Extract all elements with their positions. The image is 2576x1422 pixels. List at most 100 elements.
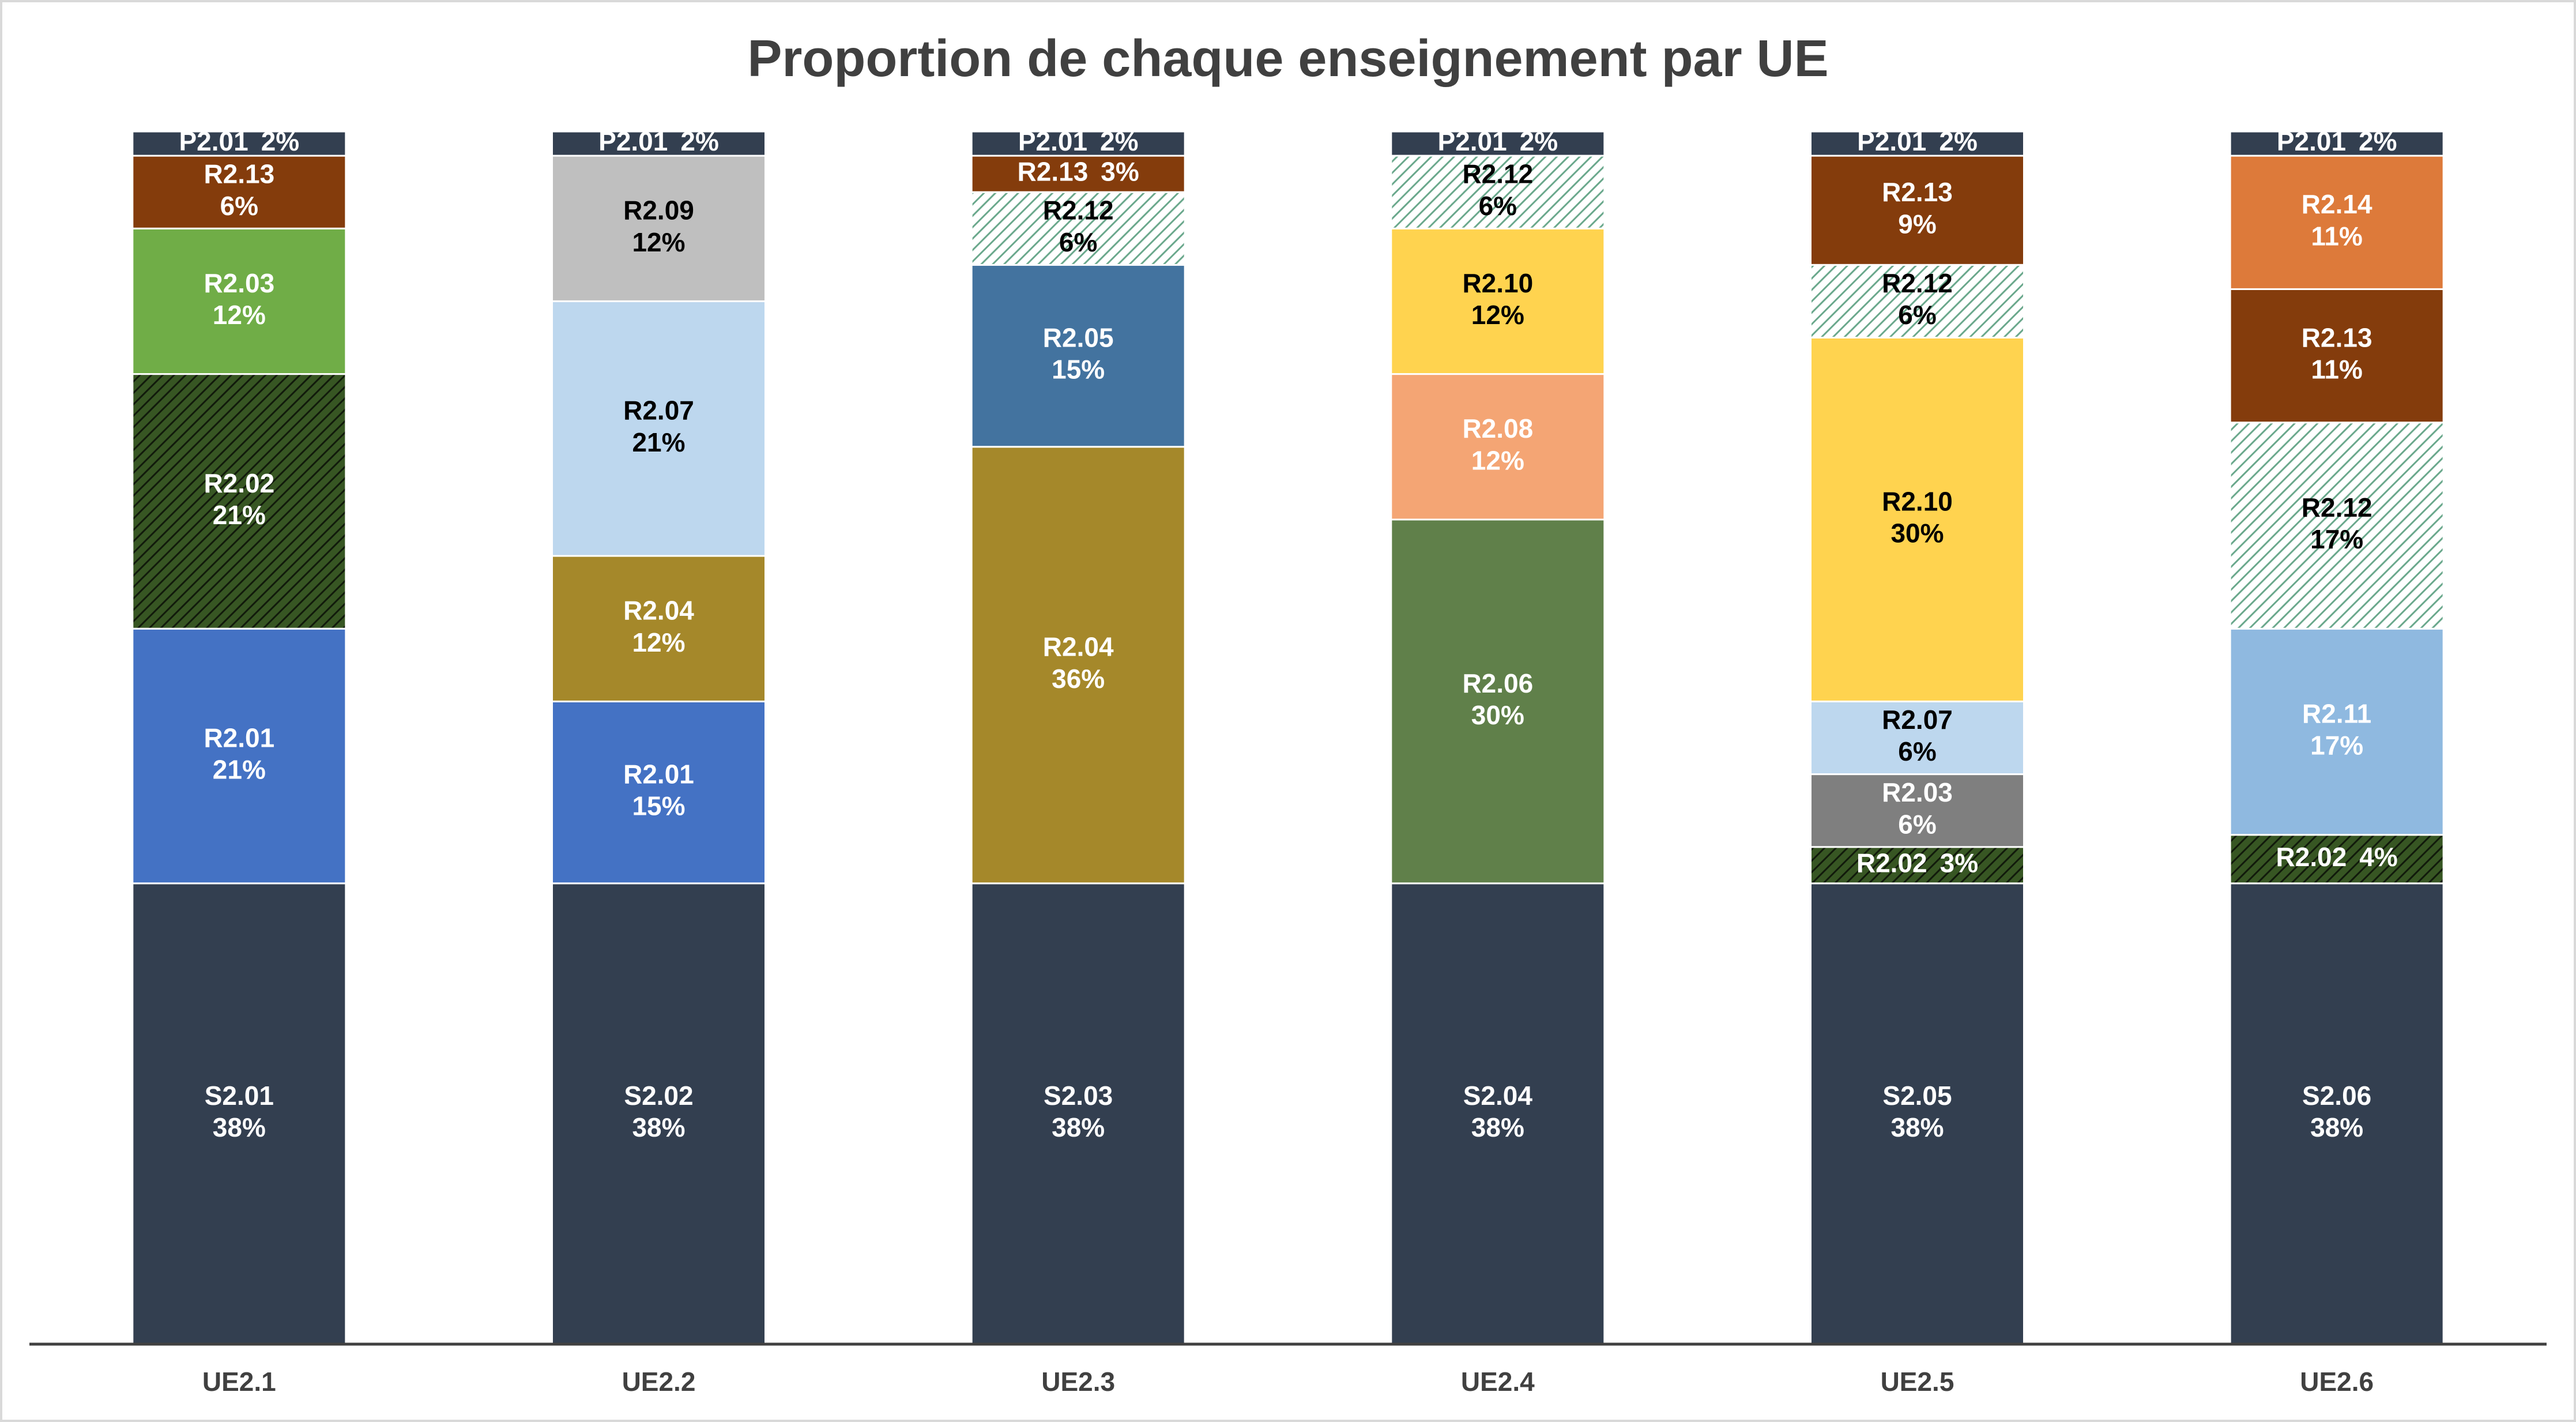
- segment-label: P2.01 2%: [598, 126, 719, 156]
- segment-value-label: 38%: [1471, 1112, 1524, 1142]
- bar-segment: [1810, 882, 2025, 1345]
- segment-name: R2.02: [204, 468, 274, 498]
- segment-name: P2.01: [2277, 126, 2346, 156]
- segment-name: P2.01: [1437, 126, 1507, 156]
- segment-value-label: 2%: [680, 126, 718, 156]
- segment-value-label: 6%: [220, 191, 258, 221]
- segment-value-label: 15%: [1052, 355, 1105, 385]
- x-tick-label: UE2.3: [1041, 1367, 1115, 1397]
- segment-label: R2.02 21%: [204, 468, 274, 530]
- bar-segment: [1810, 130, 2025, 157]
- bar-segment: [1810, 155, 2025, 266]
- segment-name: R2.10: [1882, 487, 1953, 517]
- segment-label: R2.05 15%: [1043, 323, 1114, 385]
- segment-value-label: 2%: [1520, 126, 1558, 156]
- segment-label: R2.12 17%: [2302, 492, 2372, 554]
- segment-name: R2.03: [204, 268, 274, 298]
- x-tick-label: UE2.5: [1881, 1367, 1954, 1397]
- bar-segment: [970, 191, 1186, 266]
- segment-label: R2.04 12%: [623, 596, 694, 657]
- segment-name: S2.01: [205, 1081, 274, 1111]
- segment-name: R2.05: [1043, 323, 1114, 353]
- segment-value-label: 2%: [2359, 126, 2397, 156]
- segment-value-label: 17%: [2310, 731, 2363, 761]
- segment-name: P2.01: [179, 126, 248, 156]
- bar-segment: [970, 130, 1186, 157]
- segment-name: R2.02: [1856, 848, 1927, 878]
- bar-segment: [131, 227, 347, 375]
- segment-value-label: 15%: [632, 791, 685, 821]
- segment-name: R2.02: [2276, 842, 2347, 872]
- segment-value-label: 6%: [1479, 191, 1517, 221]
- segment-value-label: 6%: [1898, 809, 1936, 839]
- segment-label: R2.07 6%: [1882, 705, 1953, 766]
- bar-segment: [970, 446, 1186, 885]
- segment-label: R2.12 6%: [1043, 195, 1114, 257]
- bar-segment: [131, 130, 347, 157]
- segment-value-label: 38%: [2310, 1112, 2363, 1142]
- segment-value-label: 11%: [2311, 355, 2363, 385]
- segment-value-label: 38%: [213, 1112, 266, 1142]
- segment-value-label: 38%: [1890, 1112, 1944, 1142]
- segment-label: P2.01 2%: [2277, 126, 2397, 156]
- segment-label: R2.01 15%: [623, 759, 694, 821]
- segment-value-label: 12%: [632, 627, 685, 657]
- segment-label: R2.03 12%: [204, 268, 274, 330]
- segment-name: S2.04: [1463, 1081, 1533, 1111]
- segment-name: R2.13: [1882, 177, 1953, 207]
- bar-segment: [2229, 834, 2445, 885]
- segment-value-label: 3%: [1101, 157, 1139, 187]
- segment-label: R2.13 11%: [2302, 323, 2372, 385]
- segment-value-label: 12%: [632, 227, 685, 257]
- bar-segment: [551, 155, 766, 302]
- segment-label: S2.06 38%: [2302, 1081, 2371, 1142]
- segment-label: R2.12 6%: [1882, 268, 1953, 330]
- segment-name: P2.01: [1857, 126, 1926, 156]
- segment-label: R2.06 30%: [1462, 668, 1533, 730]
- segment-label: P2.01 2%: [1857, 126, 1978, 156]
- segment-value-label: 3%: [1940, 848, 1978, 878]
- segment-label: R2.13 3%: [1018, 157, 1139, 187]
- segment-name: R2.07: [1882, 705, 1953, 735]
- bar-segment: [2229, 882, 2445, 1345]
- segment-value-label: 21%: [213, 500, 266, 530]
- segment-label: R2.08 12%: [1462, 413, 1533, 475]
- segment-value-label: 17%: [2310, 524, 2363, 554]
- bar-segment: [970, 882, 1186, 1345]
- bar-segment: [970, 155, 1186, 193]
- segment-name: P2.01: [598, 126, 668, 156]
- segment-name: R2.09: [623, 195, 694, 225]
- segment-name: R2.01: [623, 759, 694, 789]
- segment-name: R2.13: [1018, 157, 1089, 187]
- segment-name: S2.03: [1044, 1081, 1113, 1111]
- segment-value-label: 2%: [261, 126, 299, 156]
- segment-label: R2.13 6%: [204, 159, 274, 221]
- segment-value-label: 6%: [1898, 300, 1936, 330]
- segment-value-label: 30%: [1471, 700, 1524, 730]
- bar-segment: [2229, 130, 2445, 157]
- bar-segment: [551, 130, 766, 157]
- segment-label: R2.04 36%: [1043, 632, 1114, 694]
- segment-label: S2.04 38%: [1463, 1081, 1533, 1142]
- segment-value-label: 4%: [2359, 842, 2397, 872]
- segment-value-label: 6%: [1898, 736, 1936, 766]
- bar-segment: [1390, 155, 1606, 230]
- segment-name: R2.13: [2302, 323, 2372, 353]
- segment-name: R2.03: [1882, 777, 1953, 807]
- segment-value-label: 11%: [2311, 221, 2363, 251]
- segment-label: R2.10 12%: [1462, 268, 1533, 330]
- bar-segment: [1390, 882, 1606, 1345]
- segment-name: R2.10: [1462, 268, 1533, 298]
- segment-label: R2.02 3%: [1856, 848, 1978, 878]
- segment-label: P2.01 2%: [1437, 126, 1558, 156]
- segment-label: S2.01 38%: [205, 1081, 274, 1142]
- segment-label: R2.14 11%: [2302, 189, 2372, 251]
- bar-segment: [1810, 846, 2025, 885]
- bar-segment: [551, 300, 766, 557]
- segment-value-label: 6%: [1059, 227, 1097, 257]
- segment-value-label: 36%: [1052, 664, 1105, 694]
- bar-segment: [1390, 130, 1606, 157]
- segment-label: S2.02 38%: [624, 1081, 693, 1142]
